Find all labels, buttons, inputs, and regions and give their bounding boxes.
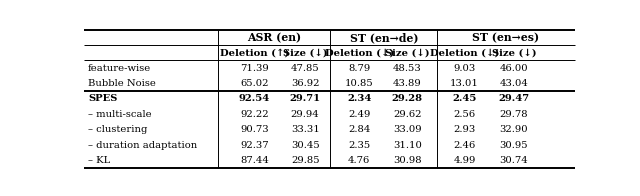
Text: 65.02: 65.02 bbox=[241, 79, 269, 88]
Text: 29.62: 29.62 bbox=[393, 110, 422, 119]
Text: Size (↓): Size (↓) bbox=[385, 48, 429, 57]
Text: 30.95: 30.95 bbox=[500, 141, 528, 150]
Text: 9.03: 9.03 bbox=[453, 64, 476, 73]
Text: 43.04: 43.04 bbox=[500, 79, 529, 88]
Text: 2.93: 2.93 bbox=[453, 125, 476, 134]
Text: 13.01: 13.01 bbox=[450, 79, 479, 88]
Text: 29.28: 29.28 bbox=[392, 94, 423, 103]
Text: 48.53: 48.53 bbox=[393, 64, 422, 73]
Text: 71.39: 71.39 bbox=[240, 64, 269, 73]
Text: Bubble Noise: Bubble Noise bbox=[88, 79, 156, 88]
Text: 2.84: 2.84 bbox=[348, 125, 371, 134]
Text: Deletion (↑): Deletion (↑) bbox=[220, 48, 289, 57]
Text: 43.89: 43.89 bbox=[393, 79, 422, 88]
Text: 90.73: 90.73 bbox=[240, 125, 269, 134]
Text: 4.99: 4.99 bbox=[453, 156, 476, 165]
Text: 4.76: 4.76 bbox=[348, 156, 371, 165]
Text: 8.79: 8.79 bbox=[348, 64, 371, 73]
Text: 29.71: 29.71 bbox=[290, 94, 321, 103]
Text: 2.56: 2.56 bbox=[453, 110, 476, 119]
Text: 2.49: 2.49 bbox=[348, 110, 371, 119]
Text: 30.98: 30.98 bbox=[393, 156, 422, 165]
Text: 2.35: 2.35 bbox=[348, 141, 371, 150]
Text: 92.37: 92.37 bbox=[240, 141, 269, 150]
Text: Deletion (↓): Deletion (↓) bbox=[324, 48, 394, 57]
Text: 29.94: 29.94 bbox=[291, 110, 319, 119]
Text: 47.85: 47.85 bbox=[291, 64, 319, 73]
Text: 92.54: 92.54 bbox=[239, 94, 270, 103]
Text: 92.22: 92.22 bbox=[240, 110, 269, 119]
Text: 32.90: 32.90 bbox=[500, 125, 528, 134]
Text: 29.78: 29.78 bbox=[500, 110, 528, 119]
Text: 87.44: 87.44 bbox=[240, 156, 269, 165]
Text: 33.09: 33.09 bbox=[393, 125, 422, 134]
Text: 29.85: 29.85 bbox=[291, 156, 319, 165]
Text: 46.00: 46.00 bbox=[500, 64, 528, 73]
Text: 33.31: 33.31 bbox=[291, 125, 319, 134]
Text: – duration adaptation: – duration adaptation bbox=[88, 141, 197, 150]
Text: Size (↓): Size (↓) bbox=[492, 48, 536, 57]
Text: 29.47: 29.47 bbox=[499, 94, 529, 103]
Text: feature-wise: feature-wise bbox=[88, 64, 151, 73]
Text: 2.45: 2.45 bbox=[452, 94, 477, 103]
Text: ASR (en): ASR (en) bbox=[247, 32, 301, 43]
Text: 30.74: 30.74 bbox=[500, 156, 529, 165]
Text: 31.10: 31.10 bbox=[393, 141, 422, 150]
Text: ST (en→es): ST (en→es) bbox=[472, 32, 540, 43]
Text: 30.45: 30.45 bbox=[291, 141, 319, 150]
Text: – multi-scale: – multi-scale bbox=[88, 110, 152, 119]
Text: 2.46: 2.46 bbox=[453, 141, 476, 150]
Text: – KL: – KL bbox=[88, 156, 110, 165]
Text: SPES: SPES bbox=[88, 94, 117, 103]
Text: – clustering: – clustering bbox=[88, 125, 147, 134]
Text: 10.85: 10.85 bbox=[345, 79, 374, 88]
Text: 36.92: 36.92 bbox=[291, 79, 319, 88]
Text: Deletion (↓): Deletion (↓) bbox=[430, 48, 499, 57]
Text: ST (en→de): ST (en→de) bbox=[349, 32, 418, 43]
Text: Size (↓): Size (↓) bbox=[283, 48, 328, 57]
Text: 2.34: 2.34 bbox=[347, 94, 371, 103]
